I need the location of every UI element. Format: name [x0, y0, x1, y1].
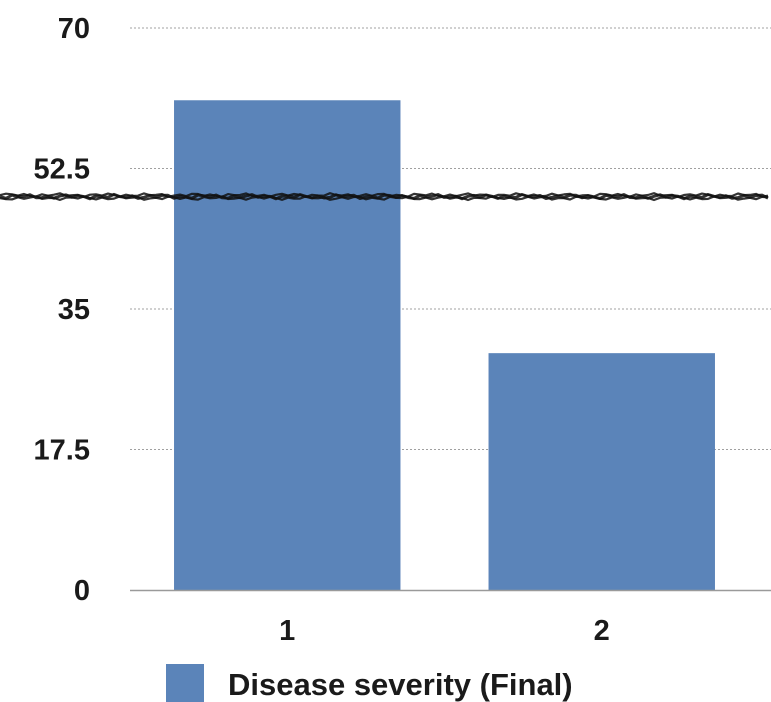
reference-line-stroke — [0, 192, 769, 201]
bar — [488, 353, 715, 590]
legend-label: Disease severity (Final) — [228, 667, 573, 702]
reference-line-stroke — [0, 195, 769, 202]
bars — [174, 100, 715, 590]
y-tick-label: 52.5 — [34, 154, 90, 186]
legend: Disease severity (Final) — [166, 664, 573, 702]
gridlines — [130, 27, 771, 450]
legend-swatch — [166, 664, 204, 702]
y-tick-label: 70 — [58, 13, 90, 45]
y-axis-tick-labels: 0 17.5 35 52.5 70 — [34, 13, 90, 607]
bar — [174, 100, 401, 590]
x-tick-label: 1 — [279, 615, 295, 647]
y-tick-label: 35 — [58, 294, 90, 326]
reference-line — [0, 192, 769, 202]
y-tick-label: 17.5 — [34, 435, 90, 467]
y-tick-label: 0 — [74, 575, 90, 607]
x-tick-label: 2 — [594, 615, 610, 647]
